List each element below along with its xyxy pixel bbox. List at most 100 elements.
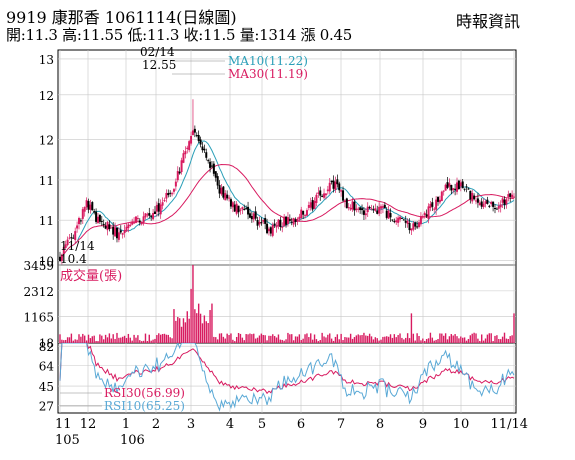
- volume-bar: [292, 340, 295, 343]
- candle-body: [134, 216, 137, 223]
- volume-bar: [412, 333, 415, 343]
- candle-body: [171, 193, 174, 195]
- volume-bar: [215, 337, 217, 343]
- volume-bar: [427, 338, 430, 343]
- candle-body: [315, 194, 318, 203]
- candle-body: [79, 220, 82, 222]
- candle-body: [317, 192, 320, 194]
- candle-body: [294, 219, 297, 222]
- candle-body: [305, 210, 308, 216]
- candle-body: [184, 151, 187, 155]
- candle-body: [121, 233, 124, 235]
- candle-body: [345, 198, 348, 209]
- candle-body: [72, 237, 75, 239]
- candle-body: [275, 225, 278, 228]
- candle-body: [309, 202, 312, 208]
- volume-bar: [78, 334, 80, 343]
- volume-bar: [325, 337, 327, 343]
- volume-bar: [89, 338, 92, 343]
- candle-body: [427, 206, 430, 219]
- volume-bar: [368, 333, 371, 343]
- volume-bar: [439, 333, 441, 343]
- volume-bar: [101, 335, 103, 343]
- volume-bar: [382, 336, 384, 343]
- volume-bar: [332, 340, 335, 343]
- volume-bar: [378, 340, 380, 343]
- candle-body: [486, 199, 489, 204]
- volume-bar: [245, 334, 247, 343]
- volume-bar: [348, 337, 350, 343]
- candle-body: [433, 208, 436, 210]
- candle-body: [351, 201, 354, 210]
- x-tick-label: 12: [80, 417, 97, 432]
- volume-bar: [391, 337, 394, 343]
- volume-bar: [249, 333, 251, 343]
- candle-body: [414, 222, 417, 227]
- candle-body: [167, 193, 170, 196]
- volume-bar: [488, 333, 491, 343]
- y-tick-label: 45: [39, 380, 54, 394]
- y-tick-label: 27: [39, 399, 54, 413]
- volume-bar: [239, 333, 242, 343]
- volume-bar: [456, 336, 458, 343]
- volume-bar: [300, 340, 302, 343]
- x-tick-label: 11: [55, 417, 72, 432]
- candle-body: [286, 217, 289, 224]
- volume-bar: [505, 338, 508, 343]
- candle-body: [342, 190, 345, 201]
- volume-bar: [156, 335, 158, 343]
- candle-body: [480, 201, 483, 207]
- candle-body: [186, 147, 189, 149]
- volume-bar: [387, 336, 390, 343]
- candle-body: [288, 219, 291, 221]
- volume-bar: [473, 332, 475, 343]
- volume-bar: [235, 336, 238, 343]
- volume-bar: [482, 340, 485, 343]
- volume-bar: [209, 310, 211, 343]
- candle-body: [269, 227, 272, 234]
- volume-bar: [95, 341, 97, 343]
- volume-bar: [144, 333, 147, 343]
- volume-bar: [207, 323, 209, 343]
- candle-body: [85, 200, 88, 208]
- volume-bar: [425, 339, 428, 343]
- volume-bar: [498, 339, 500, 343]
- candle-body: [165, 192, 168, 199]
- volume-bar: [66, 337, 69, 343]
- volume-bar: [123, 335, 126, 343]
- volume-bar: [232, 339, 234, 343]
- volume-bar: [418, 335, 420, 343]
- y-tick-label: 13: [39, 53, 54, 67]
- volume-bar: [64, 339, 67, 343]
- volume-bar: [477, 338, 479, 343]
- volume-bar: [334, 336, 337, 343]
- volume-bar: [349, 333, 352, 343]
- candle-body: [285, 216, 288, 225]
- volume-bar: [188, 318, 190, 343]
- candle-body: [150, 215, 153, 217]
- candlesticks: [59, 99, 515, 265]
- x-tick-label: 9: [419, 417, 427, 432]
- volume-bar: [150, 340, 152, 343]
- volume-bar: [80, 336, 82, 343]
- volume-bar: [329, 333, 331, 343]
- candle-body: [247, 206, 250, 215]
- x-tick-label: 11/14: [491, 417, 528, 432]
- volume-bar: [450, 334, 453, 343]
- candle-body: [191, 130, 194, 136]
- candle-body: [76, 225, 79, 229]
- candle-body: [264, 218, 267, 224]
- volume-bar: [289, 334, 291, 343]
- candle-body: [87, 201, 90, 210]
- candle-body: [203, 148, 206, 151]
- candle-body: [359, 207, 362, 210]
- candle-body: [437, 197, 440, 202]
- volume-bar: [106, 337, 109, 343]
- y-tick-label: 64: [39, 360, 55, 374]
- volume-bar: [304, 334, 306, 343]
- candle-body: [228, 197, 231, 199]
- x-tick-label: 2: [152, 417, 160, 432]
- candle-body: [205, 152, 208, 158]
